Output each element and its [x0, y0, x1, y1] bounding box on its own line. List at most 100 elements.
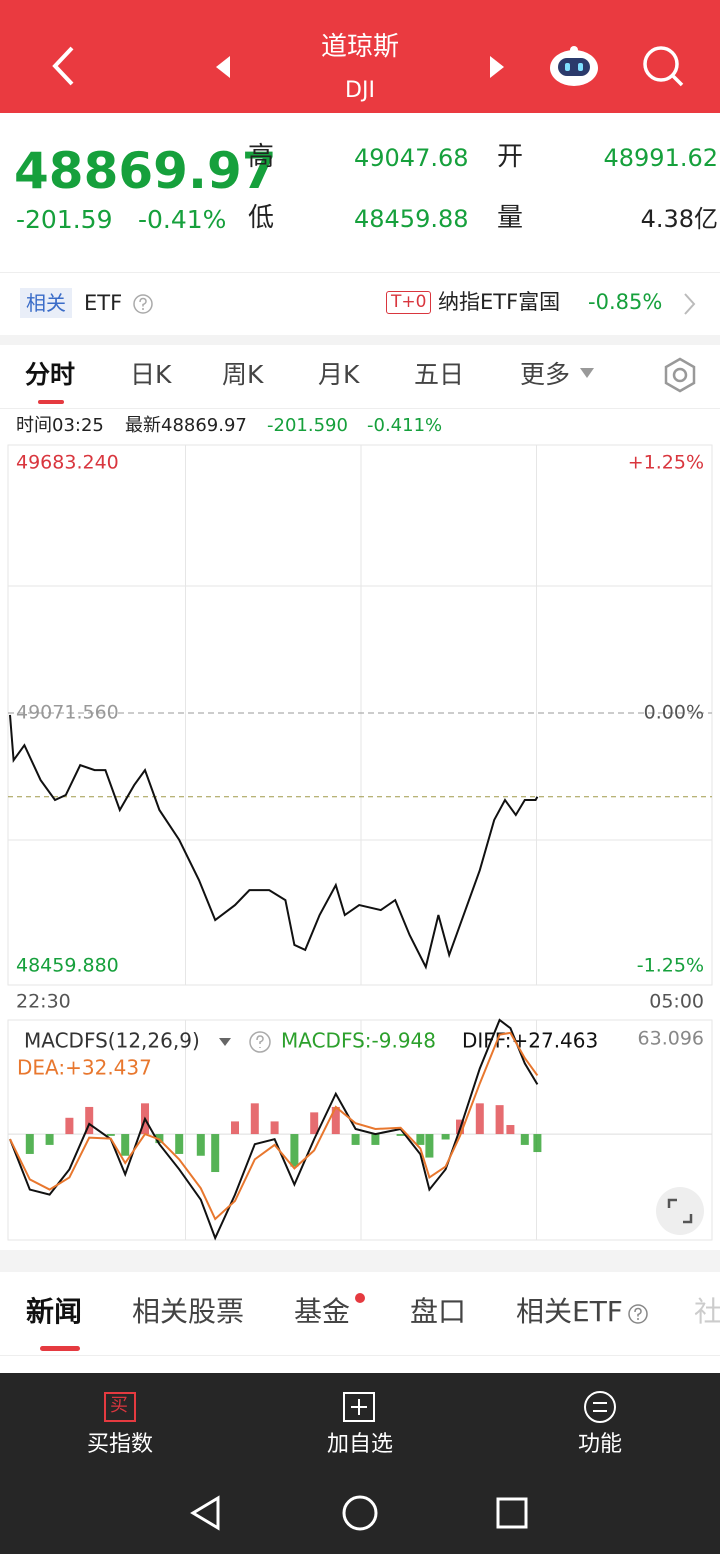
stat-label: 量	[497, 203, 524, 233]
next-button[interactable]	[490, 56, 504, 78]
help-icon[interactable]	[627, 1303, 649, 1325]
macd-bar	[425, 1134, 434, 1158]
macd-bar	[371, 1134, 380, 1145]
bottom-bar: 买 买指数 加自选 功能	[0, 1373, 720, 1554]
section-gap	[0, 335, 720, 345]
news-tab[interactable]: 相关ETF	[516, 1295, 623, 1328]
macd-bar	[250, 1103, 259, 1135]
related-tag: 相关	[20, 288, 72, 318]
header-bar: 道琼斯 DJI	[0, 0, 720, 113]
search-button[interactable]	[643, 46, 684, 87]
price-change-pct: -0.41%	[138, 205, 227, 234]
macd-bar	[310, 1112, 319, 1135]
settings-button[interactable]	[660, 355, 700, 395]
news-tab[interactable]: 盘口	[410, 1295, 467, 1328]
macd-bar	[155, 1134, 164, 1144]
macd-bar	[416, 1134, 425, 1145]
buy-icon[interactable]	[104, 1392, 136, 1422]
macd-bar	[506, 1125, 515, 1135]
y-tick-label: 49683.240	[16, 452, 119, 474]
macd-bar	[270, 1121, 279, 1135]
legend-entry: MACDFS:-9.948	[281, 1029, 436, 1053]
divider	[0, 272, 720, 273]
plot-frame	[7, 444, 713, 986]
stat-value: 48991.62	[603, 144, 718, 172]
news-tab[interactable]: 新闻	[26, 1295, 83, 1328]
news-tab[interactable]: 基金	[294, 1295, 351, 1328]
bottom-icons	[104, 1391, 616, 1531]
indicator-title: MACDFS(12,26,9)	[24, 1029, 200, 1053]
help-icon	[249, 1031, 271, 1053]
price-change: -201.59	[16, 205, 113, 234]
related-label[interactable]: ETF	[84, 291, 123, 315]
header-title: 道琼斯	[320, 32, 399, 62]
macd-bar	[65, 1117, 74, 1135]
chevron[interactable]	[680, 289, 700, 319]
macd-bar	[175, 1134, 184, 1154]
related-fund[interactable]: 纳指ETF富国	[438, 290, 561, 314]
macd-bar	[141, 1103, 149, 1135]
macd-bar	[495, 1105, 504, 1135]
macd-bar	[331, 1106, 340, 1135]
nav-recent[interactable]	[496, 1497, 528, 1529]
help-icon[interactable]	[132, 293, 154, 315]
y-tick-label: 48459.880	[16, 955, 119, 977]
nav-home[interactable]	[342, 1495, 378, 1531]
info-time: 时间03:25	[16, 415, 104, 436]
stat-label: 低	[248, 203, 275, 233]
buy-index[interactable]: 买指数	[86, 1432, 153, 1457]
expand-button[interactable]	[655, 1186, 705, 1236]
prev-button[interactable]	[216, 56, 230, 78]
add-watchlist[interactable]: 加自选	[326, 1432, 393, 1457]
macd-bar	[85, 1106, 94, 1135]
tab-indicator	[40, 1346, 80, 1351]
y-tick-label: 49071.560	[16, 702, 119, 724]
nav-back[interactable]	[190, 1495, 220, 1531]
macd-line	[9, 1018, 539, 1241]
plot-frame	[7, 1019, 713, 1241]
price-line	[9, 714, 539, 970]
header-subtitle: DJI	[345, 78, 375, 103]
buy-icon-text: 买	[110, 1395, 128, 1416]
stat-label: 高	[248, 142, 275, 172]
chart-tab[interactable]: 月K	[318, 360, 360, 389]
tab-indicator	[38, 400, 64, 404]
news-tab[interactable]: 相关股票	[132, 1295, 245, 1328]
chart-tab[interactable]: 更多	[520, 360, 571, 389]
macd-bar	[441, 1134, 450, 1140]
divider	[0, 408, 720, 409]
macd-bar	[351, 1134, 360, 1145]
news-tab[interactable]: 社	[694, 1295, 720, 1328]
functions[interactable]: 功能	[577, 1432, 622, 1457]
macd-line	[9, 1031, 539, 1221]
divider	[0, 1355, 720, 1356]
macd-bar	[290, 1134, 299, 1167]
legend-entry: DIFF:+27.463	[462, 1029, 598, 1053]
chart-tab[interactable]: 周K	[222, 360, 264, 389]
last-price: 48869.97	[14, 142, 277, 200]
macd-bar	[475, 1103, 484, 1135]
chart-tab[interactable]: 分时	[25, 360, 76, 389]
macd-bar	[121, 1134, 130, 1156]
y2-tick-label: -1.25%	[637, 955, 704, 977]
stat-value: 48459.88	[354, 205, 469, 233]
y2-tick-label: 0.00%	[644, 702, 704, 724]
macd-bar	[456, 1119, 464, 1135]
legend-entry: DEA:+32.437	[17, 1056, 152, 1080]
stat-label: 开	[497, 142, 524, 172]
dropdown-arrow	[580, 368, 594, 378]
macd-bar	[396, 1134, 405, 1136]
header-icons	[52, 46, 684, 87]
info-change: -201.590	[267, 415, 348, 436]
macd-bar	[45, 1134, 54, 1145]
info-latest: 最新48869.97	[125, 415, 247, 436]
y2-tick-label: +1.25%	[628, 452, 704, 474]
assistant-button[interactable]	[550, 46, 598, 86]
back-button[interactable]	[52, 46, 74, 86]
macd-bar	[533, 1134, 542, 1153]
chart-tab[interactable]: 五日	[414, 360, 465, 389]
dropdown-arrow	[219, 1038, 231, 1046]
macd-bar	[196, 1134, 205, 1156]
chart-tab[interactable]: 日K	[130, 360, 172, 389]
